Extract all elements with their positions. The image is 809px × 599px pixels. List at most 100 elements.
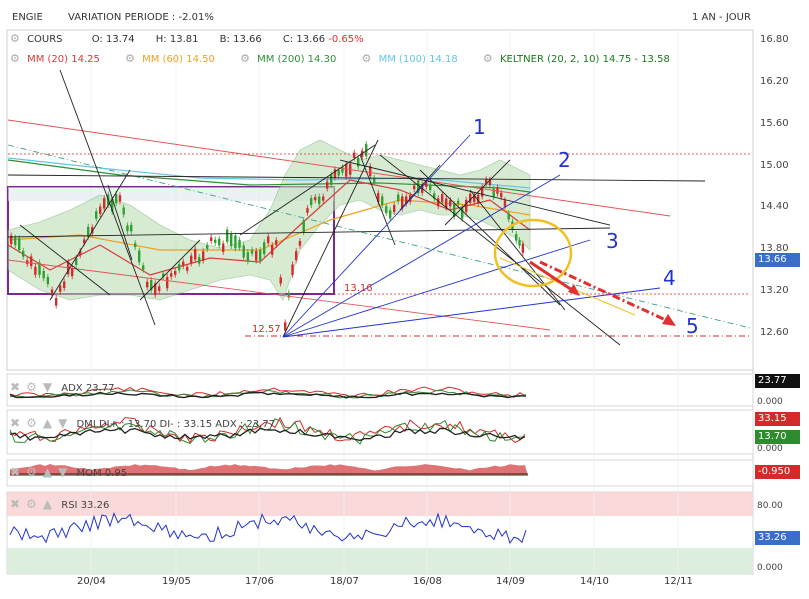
candle-body (230, 233, 233, 247)
x-tick-label: 14/09 (496, 576, 525, 587)
candle-body (103, 198, 106, 209)
diagonal-line (139, 239, 201, 301)
rsi-label: RSI (61, 500, 78, 511)
candle-body (126, 225, 129, 232)
gear-icon[interactable]: ⚙ (10, 32, 20, 45)
mm60-value: 14.50 (186, 54, 215, 65)
dashdot-line (7, 144, 751, 329)
close-icon[interactable]: ✖ (10, 465, 21, 479)
candle-body (314, 196, 317, 201)
adx-panel-frame (6, 373, 754, 407)
candle-body (194, 248, 197, 260)
candle-body (453, 204, 456, 217)
dmi-label: DMI DI+ : 13.70 DI- : 33.15 ADX : 23.77 (76, 419, 276, 430)
candle-body (437, 198, 440, 207)
open-value: O: 13.74 (91, 34, 135, 45)
rsi-oversold-zone (7, 548, 753, 574)
diagonal-line (359, 154, 396, 246)
gear-icon[interactable]: ⚙ (361, 52, 372, 65)
dmi-adx-line (9, 427, 526, 442)
trendline-number-5: 5 (686, 314, 699, 338)
gear-icon[interactable]: ⚙ (26, 497, 37, 511)
candle-body (507, 213, 510, 220)
candle-body (42, 270, 45, 279)
candle-body (469, 193, 472, 203)
low-value: B: 13.66 (219, 34, 262, 45)
gear-icon[interactable]: ⚙ (26, 380, 37, 394)
mm200-label: MM (200) (257, 54, 305, 65)
candle-body (255, 251, 258, 261)
variation-period: VARIATION PERIODE : -2.01% (68, 12, 214, 23)
price-tick-label: 16.80 (760, 34, 789, 45)
candle-body (75, 257, 78, 265)
gear-icon[interactable]: ⚙ (125, 52, 135, 65)
blue-line-1 (282, 134, 471, 338)
diagonal-line (419, 169, 561, 306)
candle-body (10, 235, 13, 245)
move-up-icon[interactable]: ▲ (42, 497, 53, 511)
candle-body (333, 169, 337, 178)
candle-body (341, 167, 344, 173)
x-tick-label: 19/05 (162, 576, 191, 587)
candle-body (238, 239, 241, 248)
mm100-line (7, 157, 531, 189)
mom-panel-frame (6, 459, 754, 487)
gear-icon[interactable]: ⚙ (482, 52, 493, 65)
candle-body (389, 210, 392, 219)
candle-body (218, 238, 221, 246)
candle-body (481, 186, 484, 197)
candle-body (250, 249, 254, 254)
diagonal-line (19, 224, 111, 296)
highlight-circle (493, 218, 573, 288)
close-change: -0.65% (328, 34, 364, 45)
close-icon[interactable]: ✖ (10, 380, 21, 394)
price-tick-label: 14.40 (760, 201, 789, 213)
candle-body (22, 250, 25, 257)
candle-body (59, 285, 62, 292)
candle-body (206, 245, 209, 249)
candle-body (83, 239, 86, 244)
candle-body (473, 195, 476, 203)
gear-icon[interactable]: ⚙ (240, 52, 250, 65)
diagonal-line (49, 169, 131, 301)
candle-body (182, 261, 185, 267)
period-selector[interactable]: 1 AN - JOUR (692, 12, 751, 23)
candle-body (279, 277, 282, 284)
candle-body (79, 250, 82, 256)
adx-panel-label: ✖ ⚙ ▼ ADX 23.77 (10, 380, 114, 394)
candle-body (337, 170, 340, 176)
close-icon[interactable]: ✖ (10, 416, 21, 430)
candle-body (373, 178, 376, 183)
di-minus-badge: 33.15 (755, 412, 800, 426)
close-icon[interactable]: ✖ (10, 497, 21, 511)
support-line (7, 259, 551, 331)
candle-body (369, 166, 372, 177)
move-down-icon[interactable]: ▼ (58, 416, 68, 430)
x-tick-label: 12/11 (664, 576, 693, 587)
diagonal-line (107, 184, 133, 261)
mm100-label: MM (100) (378, 54, 426, 65)
gear-icon[interactable]: ⚙ (26, 465, 37, 479)
candle-body (99, 206, 102, 215)
move-down-icon[interactable]: ▼ (42, 380, 53, 394)
gear-icon[interactable]: ⚙ (10, 52, 20, 65)
candle-body (413, 185, 416, 190)
mm20-value: 14.25 (71, 54, 100, 65)
candle-body (295, 251, 298, 261)
gear-icon[interactable]: ⚙ (26, 416, 37, 430)
ticker: ENGIE (12, 12, 43, 23)
candle-body (166, 276, 169, 289)
mom-badge: -0.950 (755, 465, 800, 479)
move-up-icon[interactable]: ▲ (42, 416, 53, 430)
move-up-icon[interactable]: ▲ (42, 465, 53, 479)
indicator-panels (9, 386, 528, 545)
candle-body (306, 208, 309, 213)
trendline-number-1: 1 (473, 115, 486, 139)
candle-body (186, 266, 189, 271)
candle-body (71, 268, 74, 277)
blue-line-2 (282, 174, 561, 338)
candle-body (246, 252, 250, 262)
candle-body (263, 242, 266, 255)
move-down-icon[interactable]: ▼ (58, 465, 68, 479)
